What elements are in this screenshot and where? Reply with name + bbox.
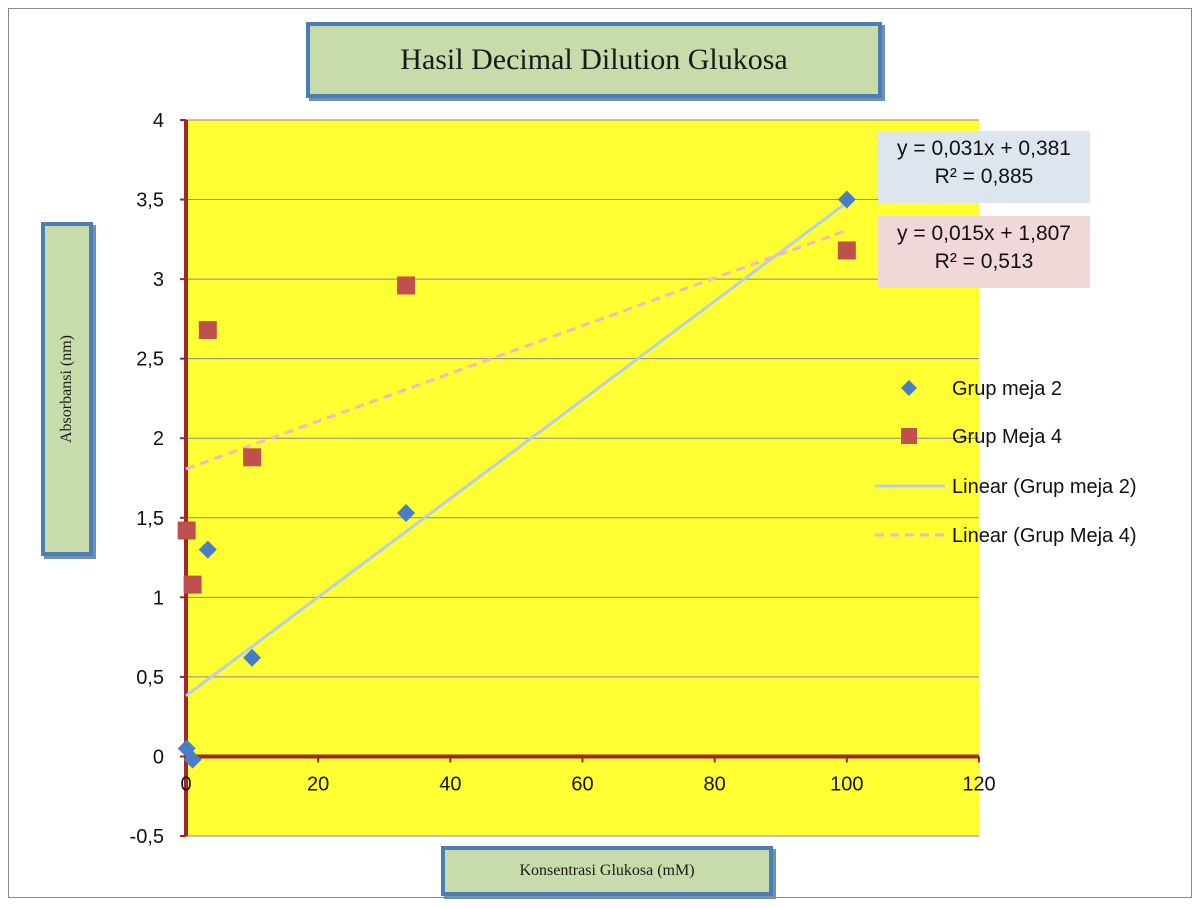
trendline-r2-1: R² = 0,885 <box>934 165 1034 188</box>
data-point-series-2 <box>837 241 856 260</box>
x-axis-label: Konsentrasi Glukosa (mM) <box>519 862 695 879</box>
y-tick-label: 4 <box>153 110 164 132</box>
legend-label: Linear (Grup meja 2) <box>952 476 1137 498</box>
y-axis-label: Absorbansi (nm) <box>58 335 76 443</box>
y-tick-label: 1,5 <box>136 508 164 530</box>
legend-label: Grup Meja 4 <box>952 426 1062 448</box>
x-tick-label: 20 <box>307 773 329 795</box>
trendline-equation-box-1: y = 0,031x + 0,381 R² = 0,885 <box>878 131 1090 203</box>
legend-marker <box>901 380 917 396</box>
data-point-series-2 <box>243 448 262 467</box>
x-tick-label: 120 <box>962 773 995 795</box>
y-tick-label: 3,5 <box>136 190 164 212</box>
data-point-series-2 <box>183 575 202 594</box>
data-point-series-1 <box>198 540 217 559</box>
legend-label: Linear (Grup Meja 4) <box>952 525 1137 547</box>
trendline-equation-box-2: y = 0,015x + 1,807 R² = 0,513 <box>878 216 1090 288</box>
x-axis-label-box: Konsentrasi Glukosa (mM) <box>441 846 773 896</box>
trendline-equation-2: y = 0,015x + 1,807 <box>897 222 1071 245</box>
chart-title: Hasil Decimal Dilution Glukosa <box>400 43 788 76</box>
y-tick-label: 0 <box>153 746 164 768</box>
chart-title-box: Hasil Decimal Dilution Glukosa <box>306 22 882 98</box>
x-tick-label: 80 <box>704 773 726 795</box>
y-tick-label: 2,5 <box>136 349 164 371</box>
y-tick-label: 2 <box>153 428 164 450</box>
y-tick-label: 0,5 <box>136 667 164 689</box>
data-point-series-1 <box>183 750 202 769</box>
x-tick-label: 100 <box>830 773 863 795</box>
trendline-1 <box>185 201 848 698</box>
x-tick-label: 60 <box>571 773 593 795</box>
trendline-2 <box>185 228 848 471</box>
data-point-series-1 <box>243 648 262 667</box>
plot-area <box>186 120 979 836</box>
y-tick-label: 1 <box>153 587 164 609</box>
data-point-series-2 <box>198 321 217 340</box>
legend-marker <box>901 428 917 444</box>
y-tick-label: 3 <box>153 269 164 291</box>
data-point-series-1 <box>837 190 856 209</box>
legend-label: Grup meja 2 <box>952 378 1062 400</box>
x-tick-label: 40 <box>439 773 461 795</box>
trendline-r2-2: R² = 0,513 <box>934 250 1034 273</box>
x-tick-label: 0 <box>180 773 191 795</box>
data-point-series-2 <box>177 521 196 540</box>
data-point-series-1 <box>397 504 416 523</box>
data-point-series-2 <box>397 276 416 295</box>
y-tick-label: -0,5 <box>130 826 164 848</box>
trendline-equation-1: y = 0,031x + 0,381 <box>897 137 1071 160</box>
y-axis-label-box: Absorbansi (nm) <box>41 222 93 556</box>
